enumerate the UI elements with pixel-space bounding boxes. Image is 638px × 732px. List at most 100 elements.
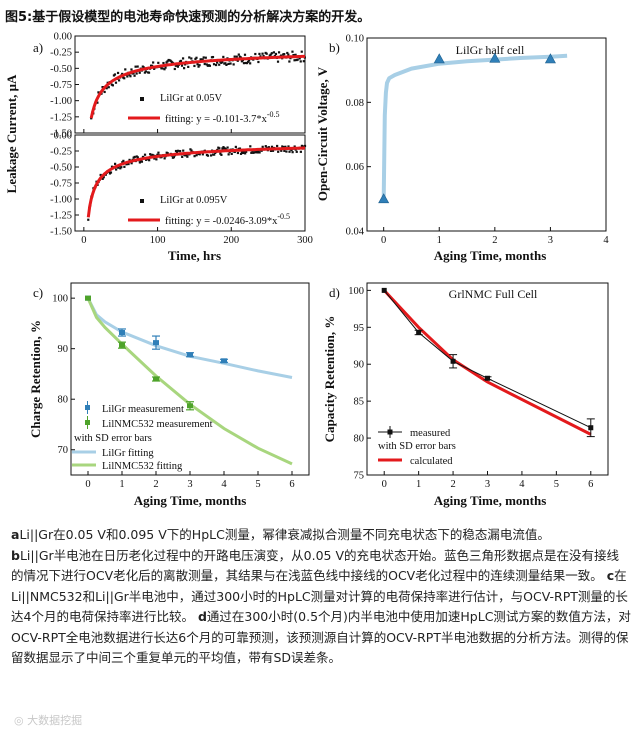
panel-a-measurement-point — [166, 60, 169, 63]
panel-a-measurement-point — [114, 81, 118, 84]
panel-a-measurement-point — [227, 153, 230, 156]
panel-a-measurement-point — [144, 70, 148, 73]
panel-a-measurement-point — [122, 159, 125, 162]
panel-a-measurement-point — [293, 145, 296, 148]
panel-d-x-tick-label: 5 — [554, 479, 559, 490]
panel-a-measurement-point — [269, 149, 273, 152]
panel-a-measurement-point — [211, 55, 215, 59]
panel-a-legend-fit: fitting: y = -0.101-3.7*x-0.5 — [165, 110, 280, 125]
panel-d-xlabel: Aging Time, months — [434, 493, 547, 508]
panel-a-y-tick-label: -1.25 — [50, 112, 72, 123]
panel-a-measurement-point — [152, 154, 155, 157]
panel-a-measurement-point — [270, 52, 273, 55]
panel-a-measurement-point — [138, 161, 141, 164]
panel-a-measurement-point — [133, 155, 136, 159]
panel-a-measurement-points — [87, 144, 307, 221]
panel-d-legend-calculated: calculated — [410, 456, 453, 467]
panel-b-x-tick-label: 3 — [548, 235, 553, 246]
panel-d-y-tick-label: 85 — [354, 397, 365, 408]
panel-c-x-tick-label: 3 — [187, 479, 192, 490]
panel-a-y-tick-label: -1.25 — [50, 211, 72, 222]
panel-a-measurement-point — [280, 54, 283, 57]
panel-a-measurement-point — [271, 149, 275, 152]
panel-a-measurement-point — [123, 165, 126, 168]
panel-a-measurement-point — [179, 59, 183, 63]
panel-a-measurement-point — [224, 147, 227, 151]
panel-b-ocv-line — [381, 53, 568, 199]
panel-a-measurement-point — [284, 145, 287, 148]
panel-a-measurement-point — [195, 154, 198, 157]
panel-b-x-tick-label: 4 — [603, 235, 609, 246]
panel-a-measurement-point — [113, 73, 117, 76]
panel-a-measurement-point — [127, 162, 130, 166]
panel-a-y-tick-label: -1.00 — [50, 96, 72, 107]
panel-a-measurement-point — [120, 166, 123, 169]
panel-a-measurement-point — [242, 62, 246, 65]
panel-a-measurement-point — [218, 147, 221, 150]
panel-a-y-tick-label: -1.00 — [50, 195, 72, 206]
panel-a-measurement-point — [216, 61, 219, 64]
panel-a-measurement-point — [103, 90, 106, 94]
panel-a-measurement-point — [277, 51, 281, 54]
panel-a-measurement-point — [261, 145, 264, 148]
panel-d-legend-measured: measured — [410, 428, 451, 439]
caption-a: aLi||Gr在0.05 V和0.095 V下的HpLC测量，幂律衰减拟合测量不… — [11, 527, 550, 542]
panel-b-triangle-marker — [489, 52, 501, 63]
panel-c-frame — [70, 282, 310, 476]
panel-a-measurement-point — [225, 63, 228, 67]
panel-a-measurement-point — [121, 72, 124, 76]
panel-a-measurement-point — [142, 66, 145, 69]
panel-a-y-tick-label: -0.25 — [50, 48, 72, 59]
panel-a-measurement-point — [128, 158, 131, 162]
panel-a-measurement-point — [179, 149, 182, 153]
panel-a-measurement-point — [129, 75, 132, 78]
panel-a-measurement-point — [258, 52, 261, 56]
panel-a-measurement-point — [140, 160, 144, 163]
panel-a-measurement-point — [220, 153, 223, 156]
panel-a-x-tick-label: 0 — [81, 235, 86, 246]
panel-d-y-tick-label: 95 — [354, 323, 365, 334]
panel-a-measurement-point — [280, 149, 283, 152]
panel-a-measurement-point — [233, 150, 236, 154]
panel-d-measured-marker — [485, 375, 490, 381]
panel-c-y-tick-label: 70 — [58, 445, 69, 456]
panel-a-measurement-point — [234, 145, 237, 148]
panel-d-x-tick-label: 1 — [416, 479, 421, 490]
panel-a-measurement-point — [283, 149, 286, 152]
panel-a-measurement-point — [110, 165, 114, 168]
panel-d-y-tick-label: 90 — [354, 360, 365, 371]
panel-a-measurement-point — [288, 150, 291, 153]
panel-a-measurement-point — [221, 61, 224, 64]
panel-d-x-tick-label: 3 — [485, 479, 490, 490]
panel-a-measurement-point — [148, 159, 151, 162]
panel-a-measurement-point — [176, 149, 180, 152]
panel-a-measurement-point — [90, 117, 93, 120]
panel-a-measurement-point — [201, 153, 204, 156]
panel-c-legend-lilgr-measurement: LilGr measurement — [102, 404, 184, 415]
panel-a-measurement-point — [286, 51, 289, 55]
panel-a-measurement-point — [190, 149, 193, 152]
panel-c-xlabel: Aging Time, months — [134, 493, 247, 508]
panel-c-lilgr-fit-line — [86, 297, 293, 379]
panel-a-measurement-point — [235, 55, 238, 58]
panel-a-measurement-point — [254, 151, 257, 154]
panel-a-y-tick-label: -1.50 — [50, 129, 72, 140]
panel-a-measurement-point — [249, 62, 252, 65]
panel-b-y-tick-label: 0.10 — [346, 34, 364, 45]
panel-a-measurement-point — [135, 72, 138, 75]
panel-b-x-tick-label: 0 — [381, 235, 386, 246]
panel-c-legend-nmc-fitting: LilNMC532 fitting — [102, 461, 183, 472]
panel-a-x-tick-label: 300 — [297, 235, 313, 246]
panel-c-lilgr-measurement-marker — [221, 358, 227, 364]
panel-a-measurement-point — [214, 63, 218, 67]
panel-a-y-tick-label: -1.50 — [50, 227, 72, 238]
panel-a-measurement-point — [157, 151, 160, 154]
panel-a-measurement-point — [143, 71, 146, 74]
panel-a-measurement-point — [295, 150, 298, 153]
panel-a-measurement-point — [256, 151, 259, 154]
panel-a-measurement-point — [213, 153, 216, 156]
panel-b-xlabel: Aging Time, months — [434, 248, 547, 263]
panel-a-measurement-point — [130, 68, 133, 71]
panel-a-measurement-point — [157, 61, 160, 64]
panel-a-measurement-point — [114, 162, 117, 165]
